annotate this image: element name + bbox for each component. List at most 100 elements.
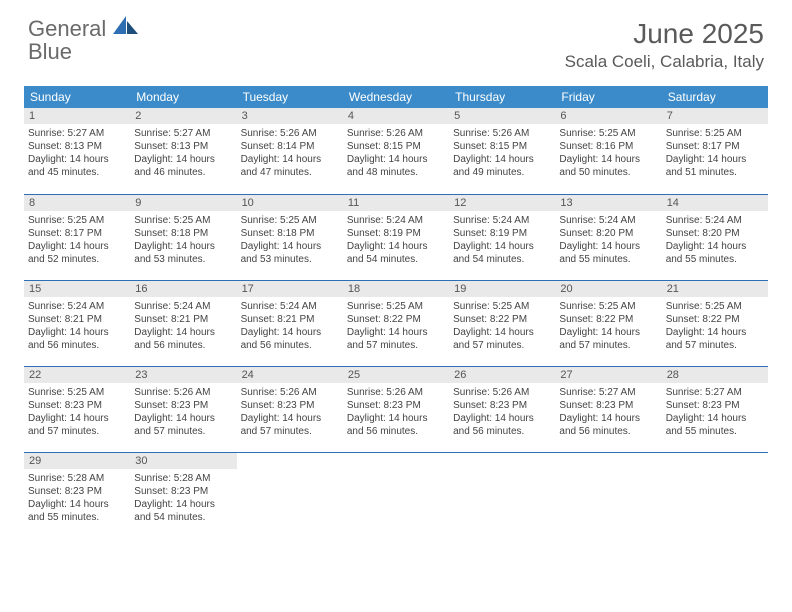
day-details: Sunrise: 5:27 AMSunset: 8:13 PMDaylight:…	[130, 124, 236, 183]
day-number: 29	[24, 453, 130, 469]
day-number: 19	[449, 281, 555, 297]
logo-sail-icon	[113, 16, 139, 36]
day-number: 18	[343, 281, 449, 297]
calendar-day-cell: 20Sunrise: 5:25 AMSunset: 8:22 PMDayligh…	[555, 280, 661, 366]
calendar-day-cell: 26Sunrise: 5:26 AMSunset: 8:23 PMDayligh…	[449, 366, 555, 452]
logo-word2: Blue	[28, 39, 72, 64]
day-number: 22	[24, 367, 130, 383]
location: Scala Coeli, Calabria, Italy	[565, 52, 764, 72]
day-details: Sunrise: 5:24 AMSunset: 8:20 PMDaylight:…	[662, 211, 768, 270]
day-number: 17	[237, 281, 343, 297]
month-title: June 2025	[565, 18, 764, 50]
calendar-day-cell: 6Sunrise: 5:25 AMSunset: 8:16 PMDaylight…	[555, 108, 661, 194]
calendar-day-cell: 16Sunrise: 5:24 AMSunset: 8:21 PMDayligh…	[130, 280, 236, 366]
calendar-day-cell: 3Sunrise: 5:26 AMSunset: 8:14 PMDaylight…	[237, 108, 343, 194]
calendar-day-cell: 11Sunrise: 5:24 AMSunset: 8:19 PMDayligh…	[343, 194, 449, 280]
day-details: Sunrise: 5:26 AMSunset: 8:23 PMDaylight:…	[237, 383, 343, 442]
calendar-day-cell: 28Sunrise: 5:27 AMSunset: 8:23 PMDayligh…	[662, 366, 768, 452]
day-details: Sunrise: 5:25 AMSunset: 8:22 PMDaylight:…	[555, 297, 661, 356]
calendar-table: Sunday Monday Tuesday Wednesday Thursday…	[24, 86, 768, 538]
calendar-day-cell: 30Sunrise: 5:28 AMSunset: 8:23 PMDayligh…	[130, 452, 236, 538]
weekday-header: Monday	[130, 86, 236, 108]
day-details: Sunrise: 5:25 AMSunset: 8:22 PMDaylight:…	[662, 297, 768, 356]
calendar-day-cell: 24Sunrise: 5:26 AMSunset: 8:23 PMDayligh…	[237, 366, 343, 452]
day-number: 23	[130, 367, 236, 383]
title-block: June 2025 Scala Coeli, Calabria, Italy	[565, 18, 764, 72]
day-number: 30	[130, 453, 236, 469]
day-number: 7	[662, 108, 768, 124]
day-details: Sunrise: 5:27 AMSunset: 8:23 PMDaylight:…	[662, 383, 768, 442]
weekday-header: Thursday	[449, 86, 555, 108]
calendar-day-cell: 10Sunrise: 5:25 AMSunset: 8:18 PMDayligh…	[237, 194, 343, 280]
calendar-day-cell: 21Sunrise: 5:25 AMSunset: 8:22 PMDayligh…	[662, 280, 768, 366]
day-details: Sunrise: 5:26 AMSunset: 8:14 PMDaylight:…	[237, 124, 343, 183]
calendar-day-cell: 4Sunrise: 5:26 AMSunset: 8:15 PMDaylight…	[343, 108, 449, 194]
weekday-header-row: Sunday Monday Tuesday Wednesday Thursday…	[24, 86, 768, 108]
day-details: Sunrise: 5:25 AMSunset: 8:18 PMDaylight:…	[237, 211, 343, 270]
day-number: 10	[237, 195, 343, 211]
day-details: Sunrise: 5:24 AMSunset: 8:19 PMDaylight:…	[449, 211, 555, 270]
day-details: Sunrise: 5:26 AMSunset: 8:15 PMDaylight:…	[449, 124, 555, 183]
logo: General Blue	[28, 18, 139, 64]
calendar-day-cell: 18Sunrise: 5:25 AMSunset: 8:22 PMDayligh…	[343, 280, 449, 366]
day-details: Sunrise: 5:25 AMSunset: 8:22 PMDaylight:…	[449, 297, 555, 356]
day-details: Sunrise: 5:25 AMSunset: 8:17 PMDaylight:…	[24, 211, 130, 270]
day-number: 1	[24, 108, 130, 124]
day-number: 11	[343, 195, 449, 211]
calendar-day-cell: 1Sunrise: 5:27 AMSunset: 8:13 PMDaylight…	[24, 108, 130, 194]
day-number: 16	[130, 281, 236, 297]
day-number: 6	[555, 108, 661, 124]
day-details: Sunrise: 5:25 AMSunset: 8:17 PMDaylight:…	[662, 124, 768, 183]
day-number: 12	[449, 195, 555, 211]
weekday-header: Saturday	[662, 86, 768, 108]
day-details: Sunrise: 5:25 AMSunset: 8:18 PMDaylight:…	[130, 211, 236, 270]
day-details: Sunrise: 5:27 AMSunset: 8:23 PMDaylight:…	[555, 383, 661, 442]
calendar-day-cell: ..	[555, 452, 661, 538]
day-details: Sunrise: 5:25 AMSunset: 8:23 PMDaylight:…	[24, 383, 130, 442]
day-number: 14	[662, 195, 768, 211]
day-details: Sunrise: 5:28 AMSunset: 8:23 PMDaylight:…	[24, 469, 130, 528]
calendar-day-cell: ..	[662, 452, 768, 538]
calendar-day-cell: 29Sunrise: 5:28 AMSunset: 8:23 PMDayligh…	[24, 452, 130, 538]
day-number: 4	[343, 108, 449, 124]
weekday-header: Tuesday	[237, 86, 343, 108]
day-number: 20	[555, 281, 661, 297]
day-details: Sunrise: 5:24 AMSunset: 8:20 PMDaylight:…	[555, 211, 661, 270]
weekday-header: Friday	[555, 86, 661, 108]
calendar-week-row: 1Sunrise: 5:27 AMSunset: 8:13 PMDaylight…	[24, 108, 768, 194]
day-details: Sunrise: 5:26 AMSunset: 8:23 PMDaylight:…	[343, 383, 449, 442]
calendar-day-cell: 19Sunrise: 5:25 AMSunset: 8:22 PMDayligh…	[449, 280, 555, 366]
calendar-day-cell: 22Sunrise: 5:25 AMSunset: 8:23 PMDayligh…	[24, 366, 130, 452]
day-details: Sunrise: 5:24 AMSunset: 8:21 PMDaylight:…	[130, 297, 236, 356]
calendar-day-cell: 2Sunrise: 5:27 AMSunset: 8:13 PMDaylight…	[130, 108, 236, 194]
day-number: 26	[449, 367, 555, 383]
day-details: Sunrise: 5:28 AMSunset: 8:23 PMDaylight:…	[130, 469, 236, 528]
weekday-header: Wednesday	[343, 86, 449, 108]
day-number: 24	[237, 367, 343, 383]
day-number: 3	[237, 108, 343, 124]
day-details: Sunrise: 5:24 AMSunset: 8:21 PMDaylight:…	[24, 297, 130, 356]
calendar-day-cell: 25Sunrise: 5:26 AMSunset: 8:23 PMDayligh…	[343, 366, 449, 452]
calendar-day-cell: 8Sunrise: 5:25 AMSunset: 8:17 PMDaylight…	[24, 194, 130, 280]
day-details: Sunrise: 5:24 AMSunset: 8:19 PMDaylight:…	[343, 211, 449, 270]
day-number: 13	[555, 195, 661, 211]
calendar-day-cell: 7Sunrise: 5:25 AMSunset: 8:17 PMDaylight…	[662, 108, 768, 194]
day-details: Sunrise: 5:26 AMSunset: 8:23 PMDaylight:…	[130, 383, 236, 442]
header: General Blue June 2025 Scala Coeli, Cala…	[0, 0, 792, 76]
calendar-day-cell: 23Sunrise: 5:26 AMSunset: 8:23 PMDayligh…	[130, 366, 236, 452]
day-details: Sunrise: 5:25 AMSunset: 8:16 PMDaylight:…	[555, 124, 661, 183]
day-number: 21	[662, 281, 768, 297]
logo-word1: General	[28, 16, 106, 41]
weekday-header: Sunday	[24, 86, 130, 108]
calendar-day-cell: 15Sunrise: 5:24 AMSunset: 8:21 PMDayligh…	[24, 280, 130, 366]
day-number: 8	[24, 195, 130, 211]
calendar-day-cell: ..	[449, 452, 555, 538]
day-details: Sunrise: 5:25 AMSunset: 8:22 PMDaylight:…	[343, 297, 449, 356]
calendar-week-row: 15Sunrise: 5:24 AMSunset: 8:21 PMDayligh…	[24, 280, 768, 366]
day-number: 25	[343, 367, 449, 383]
day-number: 9	[130, 195, 236, 211]
calendar-week-row: 8Sunrise: 5:25 AMSunset: 8:17 PMDaylight…	[24, 194, 768, 280]
day-details: Sunrise: 5:24 AMSunset: 8:21 PMDaylight:…	[237, 297, 343, 356]
calendar-day-cell: ..	[343, 452, 449, 538]
day-details: Sunrise: 5:26 AMSunset: 8:23 PMDaylight:…	[449, 383, 555, 442]
